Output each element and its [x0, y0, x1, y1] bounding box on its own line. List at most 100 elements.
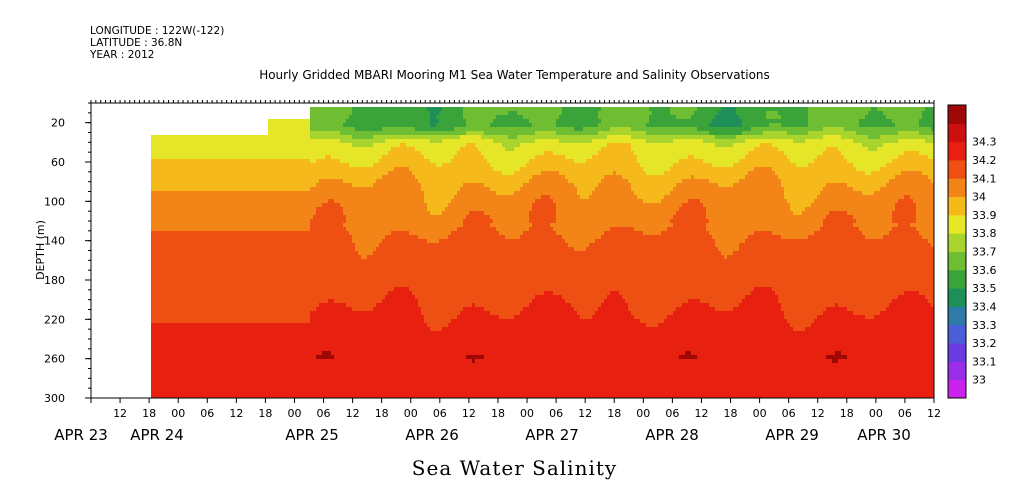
- field-cell: [265, 323, 269, 328]
- field-cell: [244, 271, 248, 276]
- field-cell: [235, 395, 239, 398]
- field-cell: [187, 315, 191, 320]
- field-cell: [337, 303, 341, 308]
- field-cell: [241, 375, 245, 380]
- field-cell: [190, 319, 194, 324]
- field-cell: [220, 315, 224, 320]
- field-cell: [172, 207, 176, 212]
- field-cell: [250, 215, 254, 220]
- field-cell: [268, 375, 272, 380]
- field-cell: [319, 359, 323, 364]
- field-cell: [199, 315, 203, 320]
- field-cell: [343, 259, 347, 264]
- field-cell: [205, 287, 209, 292]
- field-cell: [352, 223, 356, 228]
- field-cell: [325, 107, 329, 112]
- field-cell: [151, 311, 155, 316]
- field-cell: [196, 151, 200, 156]
- field-cell: [346, 299, 350, 304]
- field-cell: [202, 347, 206, 352]
- field-cell: [229, 195, 233, 200]
- field-cell: [178, 387, 182, 392]
- field-cell: [334, 363, 338, 368]
- field-cell: [298, 219, 302, 224]
- field-cell: [250, 187, 254, 192]
- field-cell: [310, 231, 314, 236]
- field-cell: [277, 195, 281, 200]
- field-cell: [295, 287, 299, 292]
- field-cell: [157, 375, 161, 380]
- field-cell: [220, 351, 224, 356]
- field-cell: [277, 175, 281, 180]
- field-cell: [163, 235, 167, 240]
- field-cell: [190, 163, 194, 168]
- field-cell: [190, 223, 194, 228]
- field-cell: [349, 391, 353, 396]
- field-cell: [241, 231, 245, 236]
- field-cell: [283, 315, 287, 320]
- field-cell: [346, 207, 350, 212]
- field-cell: [232, 207, 236, 212]
- field-cell: [274, 303, 278, 308]
- field-cell: [298, 167, 302, 172]
- field-cell: [361, 179, 365, 184]
- field-cell: [277, 239, 281, 244]
- field-cell: [223, 203, 227, 208]
- field-cell: [244, 135, 248, 140]
- field-cell: [223, 155, 227, 160]
- field-cell: [352, 135, 356, 140]
- field-cell: [313, 303, 317, 308]
- field-cell: [319, 323, 323, 328]
- field-cell: [151, 367, 155, 372]
- field-cell: [310, 111, 314, 116]
- field-cell: [337, 379, 341, 384]
- field-cell: [364, 175, 368, 180]
- field-cell: [157, 383, 161, 388]
- field-cell: [175, 259, 179, 264]
- field-cell: [355, 215, 359, 220]
- field-cell: [310, 247, 314, 252]
- field-cell: [187, 371, 191, 376]
- field-cell: [160, 291, 164, 296]
- field-cell: [358, 135, 362, 140]
- field-cell: [304, 131, 308, 136]
- field-cell: [229, 347, 233, 352]
- field-cell: [181, 343, 185, 348]
- field-cell: [244, 299, 248, 304]
- field-cell: [331, 259, 335, 264]
- field-cell: [151, 255, 155, 260]
- field-cell: [367, 127, 371, 132]
- field-cell: [316, 175, 320, 180]
- field-cell: [316, 379, 320, 384]
- field-cell: [328, 123, 332, 128]
- field-cell: [355, 135, 359, 140]
- field-cell: [265, 259, 269, 264]
- field-cell: [250, 163, 254, 168]
- field-cell: [190, 263, 194, 268]
- field-cell: [229, 163, 233, 168]
- field-cell: [283, 195, 287, 200]
- field-cell: [289, 143, 293, 148]
- field-cell: [295, 203, 299, 208]
- field-cell: [307, 139, 311, 144]
- field-cell: [163, 243, 167, 248]
- field-cell: [193, 139, 197, 144]
- field-cell: [232, 187, 236, 192]
- field-cell: [259, 155, 263, 160]
- field-cell: [256, 191, 260, 196]
- field-cell: [301, 263, 305, 268]
- field-cell: [292, 291, 296, 296]
- field-cell: [223, 391, 227, 396]
- field-cell: [169, 295, 173, 300]
- field-cell: [328, 315, 332, 320]
- field-cell: [202, 255, 206, 260]
- field-cell: [292, 387, 296, 392]
- field-cell: [232, 211, 236, 216]
- field-cell: [352, 375, 356, 380]
- field-cell: [268, 335, 272, 340]
- field-cell: [283, 299, 287, 304]
- field-cell: [211, 363, 215, 368]
- field-cell: [268, 259, 272, 264]
- field-cell: [154, 135, 158, 140]
- field-cell: [223, 183, 227, 188]
